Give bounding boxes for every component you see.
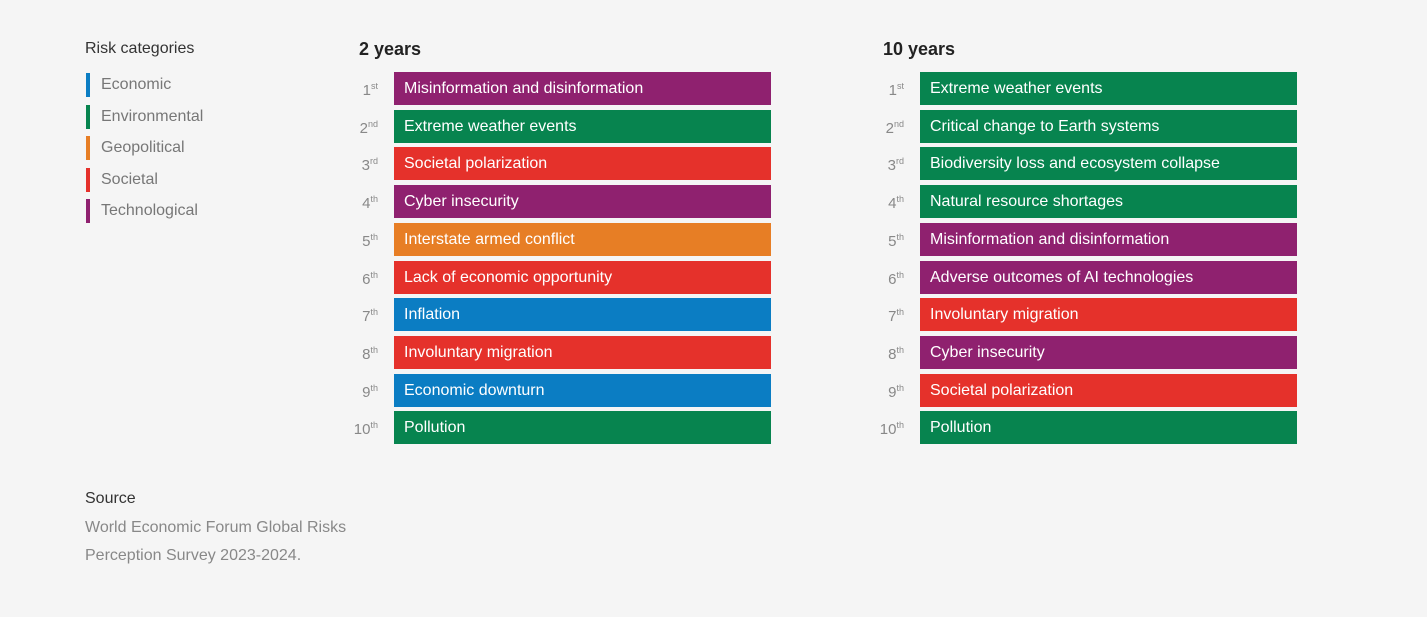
rank: 1st: [864, 81, 904, 99]
rank-number: 4: [888, 195, 897, 213]
rank-suffix: st: [370, 81, 378, 91]
rank-suffix: rd: [895, 156, 904, 167]
risk-bar: Extreme weather events: [394, 109, 771, 143]
rank: 4th: [338, 194, 378, 212]
rank: 1st: [338, 81, 378, 99]
rank-number: 5: [362, 232, 371, 250]
rank: 9th: [864, 383, 904, 401]
rank-suffix: th: [896, 307, 904, 318]
risk-bar: Societal polarization: [920, 373, 1297, 407]
legend-item: Technological: [86, 199, 198, 224]
legend-item: Environmental: [86, 104, 203, 129]
rank-suffix: st: [896, 81, 904, 91]
rank-number: 8: [362, 345, 371, 363]
risk-bar: Societal polarization: [394, 147, 771, 181]
risk-bar: Misinformation and disinformation: [920, 222, 1297, 256]
rank-suffix: th: [370, 269, 378, 280]
rank: 7th: [864, 307, 904, 325]
rank-suffix: th: [370, 307, 378, 318]
rank-suffix: th: [370, 194, 378, 205]
risk-bar: Inflation: [394, 298, 771, 332]
rank-number: 4: [362, 195, 371, 213]
source-line: Perception Survey 2023-2024.: [85, 547, 302, 564]
risk-bar: Critical change to Earth systems: [920, 109, 1297, 143]
risk-bar: Extreme weather events: [920, 72, 1297, 105]
source-title: Source: [85, 490, 136, 507]
rank-suffix: th: [370, 382, 378, 393]
risk-bar: Pollution: [920, 411, 1297, 445]
rank-number: 1: [888, 82, 897, 99]
rank-suffix: th: [896, 420, 904, 431]
rank-suffix: th: [896, 269, 904, 280]
risk-bar: Economic downturn: [394, 373, 771, 407]
rank: 9th: [338, 383, 378, 401]
rank-suffix: th: [370, 420, 378, 431]
rank-number: 10: [353, 421, 371, 439]
rank: 2nd: [338, 119, 378, 137]
risk-bar: Interstate armed conflict: [394, 222, 771, 256]
legend-item: Economic: [86, 73, 171, 97]
column-title: 2 years: [359, 39, 422, 59]
risk-bar: Natural resource shortages: [920, 185, 1297, 219]
rank-number: 8: [888, 345, 897, 363]
legend-title: Risk categories: [85, 40, 195, 57]
risk-bar: Cyber insecurity: [394, 185, 771, 219]
rank-suffix: nd: [367, 118, 378, 129]
rank-number: 3: [361, 157, 370, 175]
rank-number: 2: [885, 119, 894, 137]
rank-number: 7: [888, 308, 897, 326]
rank-suffix: th: [896, 194, 904, 205]
column-title: 10 years: [883, 39, 956, 59]
risk-bar: Adverse outcomes of AI technologies: [920, 260, 1297, 294]
rank-suffix: th: [370, 344, 378, 355]
legend-item: Societal: [86, 167, 158, 192]
risk-bar: Involuntary migration: [394, 335, 771, 369]
rank-suffix: th: [896, 231, 904, 242]
rank-number: 3: [887, 157, 896, 175]
rank-number: 6: [888, 270, 897, 288]
rank-number: 1: [362, 82, 371, 99]
rank-number: 6: [362, 270, 371, 288]
rank-suffix: nd: [893, 118, 904, 129]
rank-number: 10: [879, 421, 897, 439]
rank: 10th: [864, 420, 904, 438]
rank-suffix: th: [896, 344, 904, 355]
rank-suffix: th: [896, 382, 904, 393]
risk-bar: Involuntary migration: [920, 298, 1297, 332]
rank: 8th: [338, 345, 378, 363]
rank-number: 2: [359, 119, 368, 137]
rank-number: 9: [888, 383, 897, 401]
rank-suffix: th: [370, 231, 378, 242]
rank: 3rd: [864, 156, 904, 174]
legend-item: Geopolitical: [86, 136, 185, 161]
rank: 4th: [864, 194, 904, 212]
rank: 7th: [338, 307, 378, 325]
rank-number: 9: [362, 383, 371, 401]
rank: 5th: [864, 232, 904, 250]
risk-bar: Pollution: [394, 411, 771, 445]
rank: 6th: [338, 270, 378, 288]
rank: 10th: [338, 420, 378, 438]
rank: 6th: [864, 270, 904, 288]
rank-number: 7: [362, 308, 371, 326]
source-line: World Economic Forum Global Risks: [85, 519, 347, 536]
rank: 5th: [338, 232, 378, 250]
risk-bar: Biodiversity loss and ecosystem collapse: [920, 147, 1297, 181]
risk-bar: Lack of economic opportunity: [394, 260, 771, 294]
rank: 2nd: [864, 119, 904, 137]
risk-bar: Misinformation and disinformation: [394, 72, 771, 105]
rank-suffix: rd: [369, 156, 378, 167]
rank: 3rd: [338, 156, 378, 174]
rank-number: 5: [888, 232, 897, 250]
risk-bar: Cyber insecurity: [920, 335, 1297, 369]
rank: 8th: [864, 345, 904, 363]
